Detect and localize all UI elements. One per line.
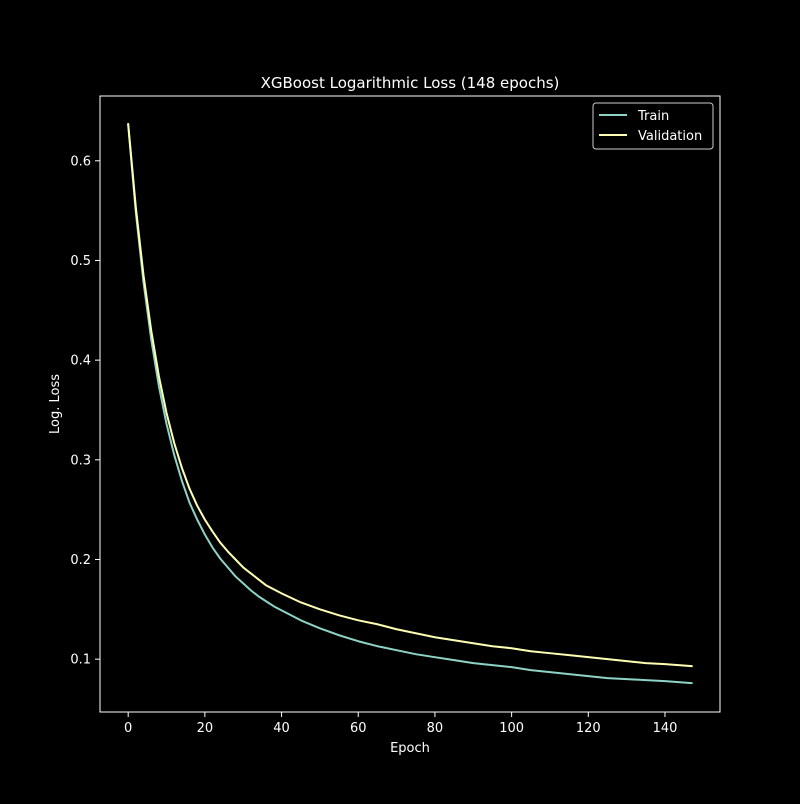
series-line-train <box>127 123 693 685</box>
x-tick-label: 100 <box>499 721 524 736</box>
plot-area <box>127 122 693 685</box>
x-tick-label: 60 <box>350 721 367 736</box>
x-axis-label: Epoch <box>390 741 430 756</box>
x-tick-label: 140 <box>653 721 678 736</box>
series-line-validation <box>127 122 693 668</box>
x-tick-label: 20 <box>197 721 214 736</box>
y-tick-label: 0.5 <box>70 254 91 269</box>
y-axis-label: Log. Loss <box>48 374 63 434</box>
y-tick-label: 0.1 <box>70 653 91 668</box>
axes-frame <box>99 95 721 713</box>
legend-label-train: Train <box>637 109 669 124</box>
legend-label-validation: Validation <box>638 129 702 144</box>
y-tick-label: 0.4 <box>70 354 91 369</box>
x-tick-label: 0 <box>124 721 132 736</box>
x-tick-label: 40 <box>273 721 290 736</box>
x-tick-label: 120 <box>576 721 601 736</box>
y-tick-label: 0.3 <box>70 453 91 468</box>
y-tick-label: 0.6 <box>70 154 91 169</box>
chart-title: XGBoost Logarithmic Loss (148 epochs) <box>261 74 560 92</box>
axes: 0 20 40 60 80 100 120 140 0.1 0.2 0.3 0.4 0.5 0.6 <box>70 95 721 736</box>
x-tick-label: 80 <box>427 721 444 736</box>
legend: Train Validation <box>592 102 714 150</box>
y-tick-label: 0.2 <box>70 553 91 568</box>
